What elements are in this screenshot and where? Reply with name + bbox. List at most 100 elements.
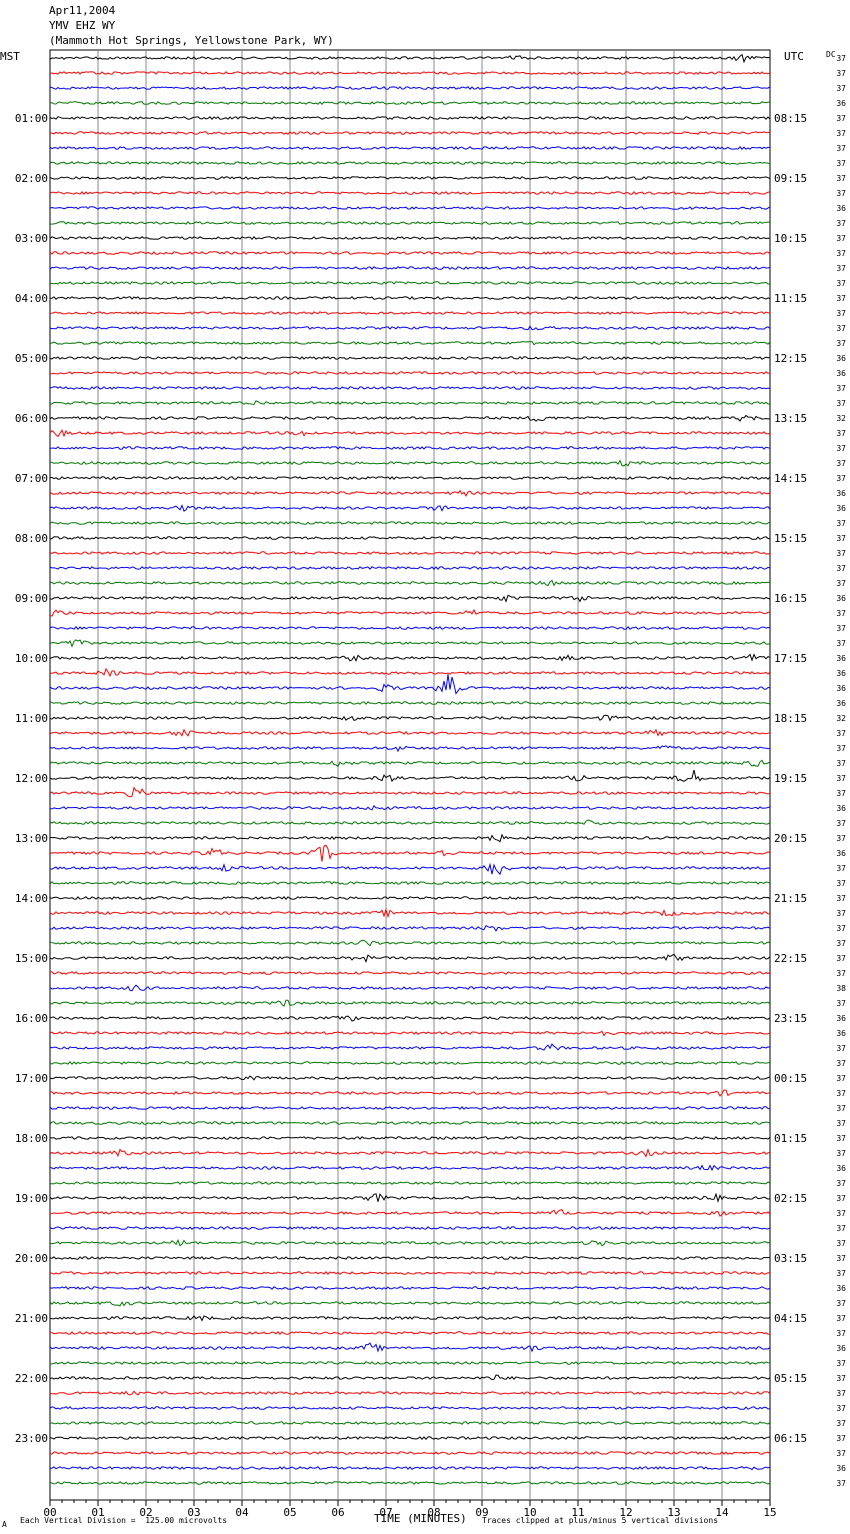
dc-offset-label: 37 [836,534,846,543]
seismic-trace [49,759,771,768]
mst-hour-label: 15:00 [15,952,48,965]
dc-offset-label: 36 [836,1464,846,1473]
dc-offset-label: 36 [836,1029,846,1038]
x-tick-label: 06 [331,1506,344,1519]
dc-offset-label: 36 [836,504,846,513]
dc-offset-label: 38 [836,984,846,993]
x-tick-label: 13 [667,1506,680,1519]
dc-offset-label: 37 [836,969,846,978]
seismic-trace [49,1043,771,1051]
dc-offset-label: 37 [836,219,846,228]
dc-offset-label: 37 [836,744,846,753]
dc-offset-label: 37 [836,234,846,243]
seismic-trace [49,745,770,753]
utc-hour-label: 19:15 [774,772,807,785]
mst-hour-label: 08:00 [15,532,48,545]
dc-offset-label: 36 [836,849,846,858]
utc-hour-label: 22:15 [774,952,807,965]
dc-offset-label: 37 [836,834,846,843]
dc-offset-label: 37 [836,639,846,648]
seismic-trace [49,1421,771,1425]
seismic-trace [49,1390,771,1396]
dc-offset-label: 36 [836,654,846,663]
seismic-trace [49,281,770,285]
seismic-trace [49,1181,771,1185]
dc-offset-label: 36 [836,594,846,603]
dc-offset-label: 37 [836,459,846,468]
dc-offset-label: 37 [836,1044,846,1053]
dc-offset-label: 37 [836,1404,846,1413]
mst-hour-label: 20:00 [15,1252,48,1265]
mst-hour-label: 06:00 [15,412,48,425]
seismic-trace [49,521,771,525]
dc-offset-label: 36 [836,354,846,363]
seismic-trace [49,939,771,947]
seismic-trace [49,1286,771,1290]
dc-offset-label: 37 [836,924,846,933]
dc-offset-label: 37 [836,519,846,528]
seismic-trace [49,1451,771,1455]
dc-offset-label: 37 [836,624,846,633]
x-tick-label: 10 [523,1506,536,1519]
clip-note: Traces clipped at plus/minus 5 vertical … [482,1516,719,1525]
dc-offset-label: 37 [836,1254,846,1263]
dc-offset-label: 37 [836,159,846,168]
seismic-trace [49,221,771,225]
dc-offset-label: 36 [836,99,846,108]
dc-offset-label: 37 [836,174,846,183]
seismic-trace [49,116,771,120]
dc-offset-label: 36 [836,669,846,678]
seismic-trace [49,296,771,300]
dc-offset-label: 37 [836,444,846,453]
dc-offset-label: 37 [836,249,846,258]
dc-offset-label: 37 [836,1209,846,1218]
seismic-trace [49,1466,771,1471]
utc-hour-label: 10:15 [774,232,807,245]
seismic-trace [49,819,771,826]
seismic-trace [49,579,771,587]
dc-offset-label: 37 [836,999,846,1008]
dc-offset-label: 37 [836,1224,846,1233]
dc-offset-label: 36 [836,204,846,213]
utc-hour-label: 00:15 [774,1072,807,1085]
dc-offset-label: 37 [836,144,846,153]
seismic-trace [49,161,771,165]
utc-hour-label: 18:15 [774,712,807,725]
seismic-trace [49,536,771,540]
mst-hour-label: 01:00 [15,112,48,125]
seismic-trace [49,1164,771,1172]
utc-hour-label: 17:15 [774,652,807,665]
mst-hour-label: 17:00 [15,1072,48,1085]
dc-offset-label: 37 [836,549,846,558]
dc-offset-label: 37 [836,789,846,798]
seismic-trace [49,833,771,843]
seismic-trace [49,191,770,195]
dc-offset-label: 37 [836,1479,846,1488]
seismic-trace [49,489,771,497]
mst-hour-label: 14:00 [15,892,48,905]
seismic-trace [49,1106,771,1110]
seismic-trace [49,476,771,480]
seismic-trace [49,844,771,862]
dc-offset-label: 37 [836,909,846,918]
utc-hour-label: 14:15 [774,472,807,485]
dc-offset-label: 37 [836,69,846,78]
dc-offset-label: 37 [836,864,846,873]
mst-hour-label: 23:00 [15,1432,48,1445]
dc-offset-label: 37 [836,729,846,738]
dc-offset-label: 37 [836,1389,846,1398]
dc-offset-label: 37 [836,894,846,903]
seismic-trace [49,1315,771,1322]
mst-hour-label: 12:00 [15,772,48,785]
mst-hour-label: 05:00 [15,352,48,365]
mst-hour-label: 02:00 [15,172,48,185]
x-tick-label: 03 [187,1506,200,1519]
mst-hour-label: 18:00 [15,1132,48,1145]
seismic-trace [49,701,771,705]
seismic-trace [49,667,771,678]
utc-hour-label: 23:15 [774,1012,807,1025]
utc-hour-label: 08:15 [774,112,807,125]
utc-hour-label: 12:15 [774,352,807,365]
utc-hour-label: 13:15 [774,412,807,425]
corner-mark: A [2,1520,7,1529]
